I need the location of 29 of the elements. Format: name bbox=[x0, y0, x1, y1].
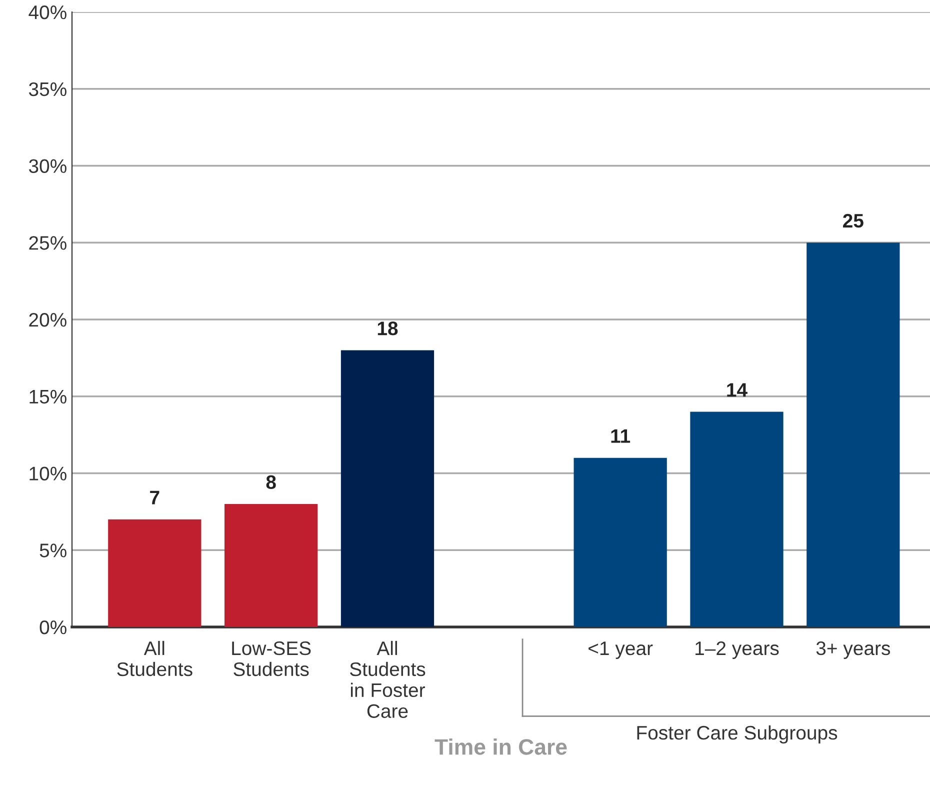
y-tick-label: 15% bbox=[30, 390, 66, 404]
x-tick-label: <1 year bbox=[588, 642, 653, 660]
x-tick-label: 3+ years bbox=[816, 641, 890, 660]
bar bbox=[108, 519, 202, 627]
bar bbox=[340, 350, 434, 627]
y-tick-label: 10% bbox=[30, 466, 66, 480]
data-label: 8 bbox=[266, 475, 276, 490]
text: Foster Care Subgroups bbox=[637, 725, 838, 744]
y-tick-label: 5% bbox=[40, 544, 66, 558]
data-label: 25 bbox=[843, 214, 864, 228]
data-label: 7 bbox=[150, 490, 160, 504]
x-tick-label: All Students bbox=[117, 640, 192, 676]
data-label: 14 bbox=[727, 383, 748, 397]
bar bbox=[806, 242, 900, 627]
bar bbox=[690, 412, 784, 627]
data-label: 11 bbox=[611, 429, 630, 443]
y-tick-label: 30% bbox=[28, 159, 66, 173]
y-tick-label: 35% bbox=[28, 82, 66, 96]
y-tick-label: 40% bbox=[28, 5, 66, 20]
x-tick-label: 1–2 years bbox=[696, 641, 779, 660]
x-tick-label: Low-SES Students bbox=[232, 641, 311, 676]
x-axis-title: Time in Care bbox=[434, 738, 567, 755]
y-tick-label: 20% bbox=[29, 312, 66, 327]
bar bbox=[574, 458, 667, 627]
data-label: 18 bbox=[378, 322, 398, 336]
y-tick-label: 25% bbox=[29, 236, 66, 250]
y-tick-label: 0% bbox=[40, 620, 66, 634]
bar bbox=[224, 504, 318, 627]
x-tick-label: All Students in Foster Care bbox=[350, 640, 426, 718]
